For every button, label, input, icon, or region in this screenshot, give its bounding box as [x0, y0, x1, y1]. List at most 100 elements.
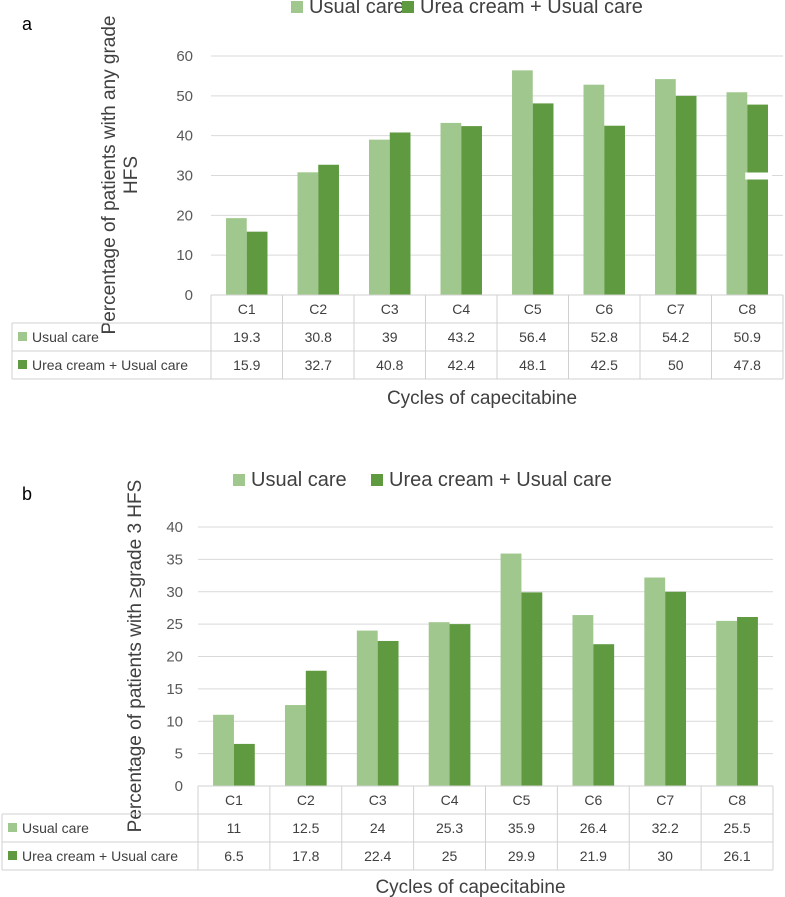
- table-cell: 50: [668, 357, 684, 373]
- table-cell: 35.9: [508, 820, 535, 836]
- y-tick-label: 0: [185, 287, 193, 304]
- legend-label: Urea cream + Usual care: [420, 0, 643, 18]
- y-tick-label: 5: [175, 746, 183, 763]
- table-cell: 56.4: [519, 329, 546, 345]
- bar-usual-care-c3: [356, 630, 378, 786]
- bar-urea-cream-c2: [318, 164, 339, 295]
- legend-swatch: [291, 1, 303, 13]
- bar-urea-cream-c1: [233, 743, 255, 786]
- category-label: C6: [584, 792, 602, 808]
- table-cell: 54.2: [662, 329, 689, 345]
- table-legend-key: [8, 851, 17, 860]
- table-cell: 43.2: [448, 329, 475, 345]
- table-cell: 25.3: [436, 820, 463, 836]
- table-legend-key: [8, 823, 17, 832]
- legend-label: Urea cream + Usual care: [389, 469, 612, 491]
- table-cell: 25.5: [723, 820, 750, 836]
- bar-usual-care-c8: [716, 620, 738, 786]
- table-row-label: Urea cream + Usual care: [22, 848, 178, 864]
- y-tick-label: 30: [166, 584, 183, 601]
- table-row-label: Usual care: [22, 820, 89, 836]
- bar-urea-cream-c3: [377, 640, 399, 786]
- legend-swatch: [371, 474, 383, 486]
- bar-urea-cream-c7: [665, 591, 687, 786]
- table-cell: 24: [370, 820, 386, 836]
- category-label: C7: [656, 792, 674, 808]
- table-cell: 30: [657, 848, 673, 864]
- y-tick-label: 15: [166, 681, 183, 698]
- y-tick-label: 20: [176, 207, 193, 224]
- table-legend-key: [18, 360, 27, 369]
- bar-usual-care-c5: [500, 553, 522, 786]
- category-label: C1: [238, 301, 256, 317]
- panel-letter: b: [22, 484, 32, 504]
- legend-label: Usual care: [309, 0, 405, 18]
- category-label: C4: [441, 792, 459, 808]
- table-cell: 19.3: [233, 329, 260, 345]
- table-cell: 40.8: [376, 357, 403, 373]
- bar-urea-cream-c5: [532, 103, 554, 295]
- bar-urea-cream-c7: [675, 95, 697, 295]
- table-row-label: Usual care: [32, 329, 99, 345]
- y-tick-label: 35: [166, 551, 183, 568]
- bar-urea-cream-c8: [737, 617, 758, 786]
- category-label: C3: [369, 792, 387, 808]
- bar-urea-cream-c8: [747, 104, 768, 295]
- x-axis-title: Cycles of capecitabine: [387, 388, 577, 409]
- bar-usual-care-c6: [583, 84, 605, 296]
- table-cell: 29.9: [508, 848, 535, 864]
- category-label: C8: [728, 792, 746, 808]
- table-cell: 12.5: [292, 820, 319, 836]
- table-cell: 26.1: [723, 848, 750, 864]
- table-cell: 25: [442, 848, 458, 864]
- y-axis-title: Percentage of patients with ≥grade 3 HFS: [125, 480, 146, 833]
- y-axis-title: Percentage of patients with any gradeHFS: [99, 16, 142, 335]
- bar-urea-cream-c6: [593, 644, 615, 786]
- bar-usual-care-c4: [440, 122, 462, 295]
- category-label: C7: [667, 301, 685, 317]
- y-tick-label: 0: [175, 778, 183, 795]
- category-label: C5: [524, 301, 542, 317]
- table-cell: 52.8: [591, 329, 618, 345]
- table-cell: 22.4: [364, 848, 391, 864]
- category-label: C3: [381, 301, 399, 317]
- bar-usual-care-c7: [644, 577, 666, 786]
- bar-usual-care-c2: [284, 705, 306, 786]
- legend-swatch: [233, 474, 245, 486]
- y-tick-label: 10: [166, 713, 183, 730]
- table-cell: 48.1: [519, 357, 546, 373]
- bar-usual-care-c4: [428, 622, 450, 786]
- bar-break-mark: [745, 172, 772, 180]
- bar-usual-care-c5: [512, 70, 533, 295]
- category-label: C5: [512, 792, 530, 808]
- y-tick-label: 30: [176, 168, 193, 185]
- table-cell: 50.9: [734, 329, 761, 345]
- table-cell: 39: [382, 329, 398, 345]
- bar-urea-cream-c5: [521, 592, 543, 786]
- y-tick-label: 50: [176, 88, 193, 105]
- y-tick-label: 10: [176, 247, 193, 264]
- legend-label: Usual care: [251, 469, 347, 491]
- category-label: C2: [297, 792, 315, 808]
- bar-usual-care-c6: [572, 615, 594, 786]
- panel-letter: a: [22, 14, 33, 34]
- bar-urea-cream-c2: [305, 670, 327, 786]
- table-row-label: Urea cream + Usual care: [32, 357, 188, 373]
- table-cell: 17.8: [292, 848, 319, 864]
- category-label: C8: [738, 301, 756, 317]
- bar-usual-care-c3: [369, 139, 390, 295]
- y-tick-label: 20: [166, 649, 183, 666]
- y-tick-label: 40: [166, 519, 183, 536]
- table-cell: 47.8: [734, 357, 761, 373]
- table-legend-key: [18, 332, 27, 341]
- bar-urea-cream-c6: [604, 125, 625, 295]
- table-cell: 42.4: [448, 357, 475, 373]
- category-label: C2: [309, 301, 327, 317]
- table-cell: 21.9: [580, 848, 607, 864]
- table-cell: 30.8: [305, 329, 332, 345]
- category-label: C1: [225, 792, 243, 808]
- bar-usual-care-c1: [213, 714, 234, 786]
- y-tick-label: 60: [176, 48, 193, 65]
- bar-urea-cream-c4: [461, 126, 482, 296]
